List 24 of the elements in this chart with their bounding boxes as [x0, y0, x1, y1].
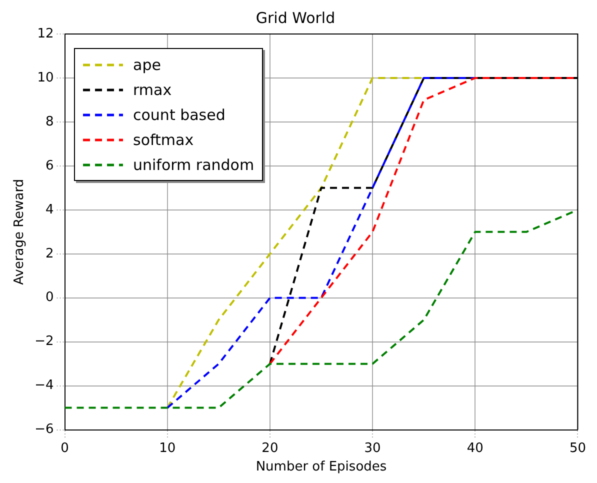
y-tick-label: −4	[34, 378, 54, 394]
y-tick-label: 10	[37, 70, 54, 86]
y-tick-label: −2	[34, 334, 54, 350]
y-tick-label: 0	[45, 290, 54, 306]
y-tick-label: −6	[34, 422, 54, 438]
x-axis-title: Number of Episodes	[256, 460, 387, 475]
x-tick-label: 50	[569, 440, 586, 456]
y-tick-label: 12	[37, 26, 54, 42]
x-tick-label: 30	[364, 440, 381, 456]
x-tick-label: 0	[60, 440, 69, 456]
x-tick-label: 20	[262, 440, 278, 456]
y-tick-label: 2	[45, 246, 54, 262]
legend-label: uniform random	[133, 156, 254, 174]
legend-label: rmax	[133, 80, 172, 98]
legend-label: count based	[133, 106, 226, 124]
x-tick-label: 40	[466, 440, 484, 456]
legend-label: softmax	[133, 130, 194, 148]
y-tick-label: 4	[45, 202, 54, 218]
x-tick-label: 10	[159, 440, 176, 456]
chart-title: Grid World	[256, 8, 336, 27]
legend-label: ape	[133, 56, 161, 74]
y-tick-label: 6	[45, 158, 54, 174]
y-tick-label: 8	[45, 114, 54, 130]
y-axis-title: Average Reward	[12, 178, 28, 285]
